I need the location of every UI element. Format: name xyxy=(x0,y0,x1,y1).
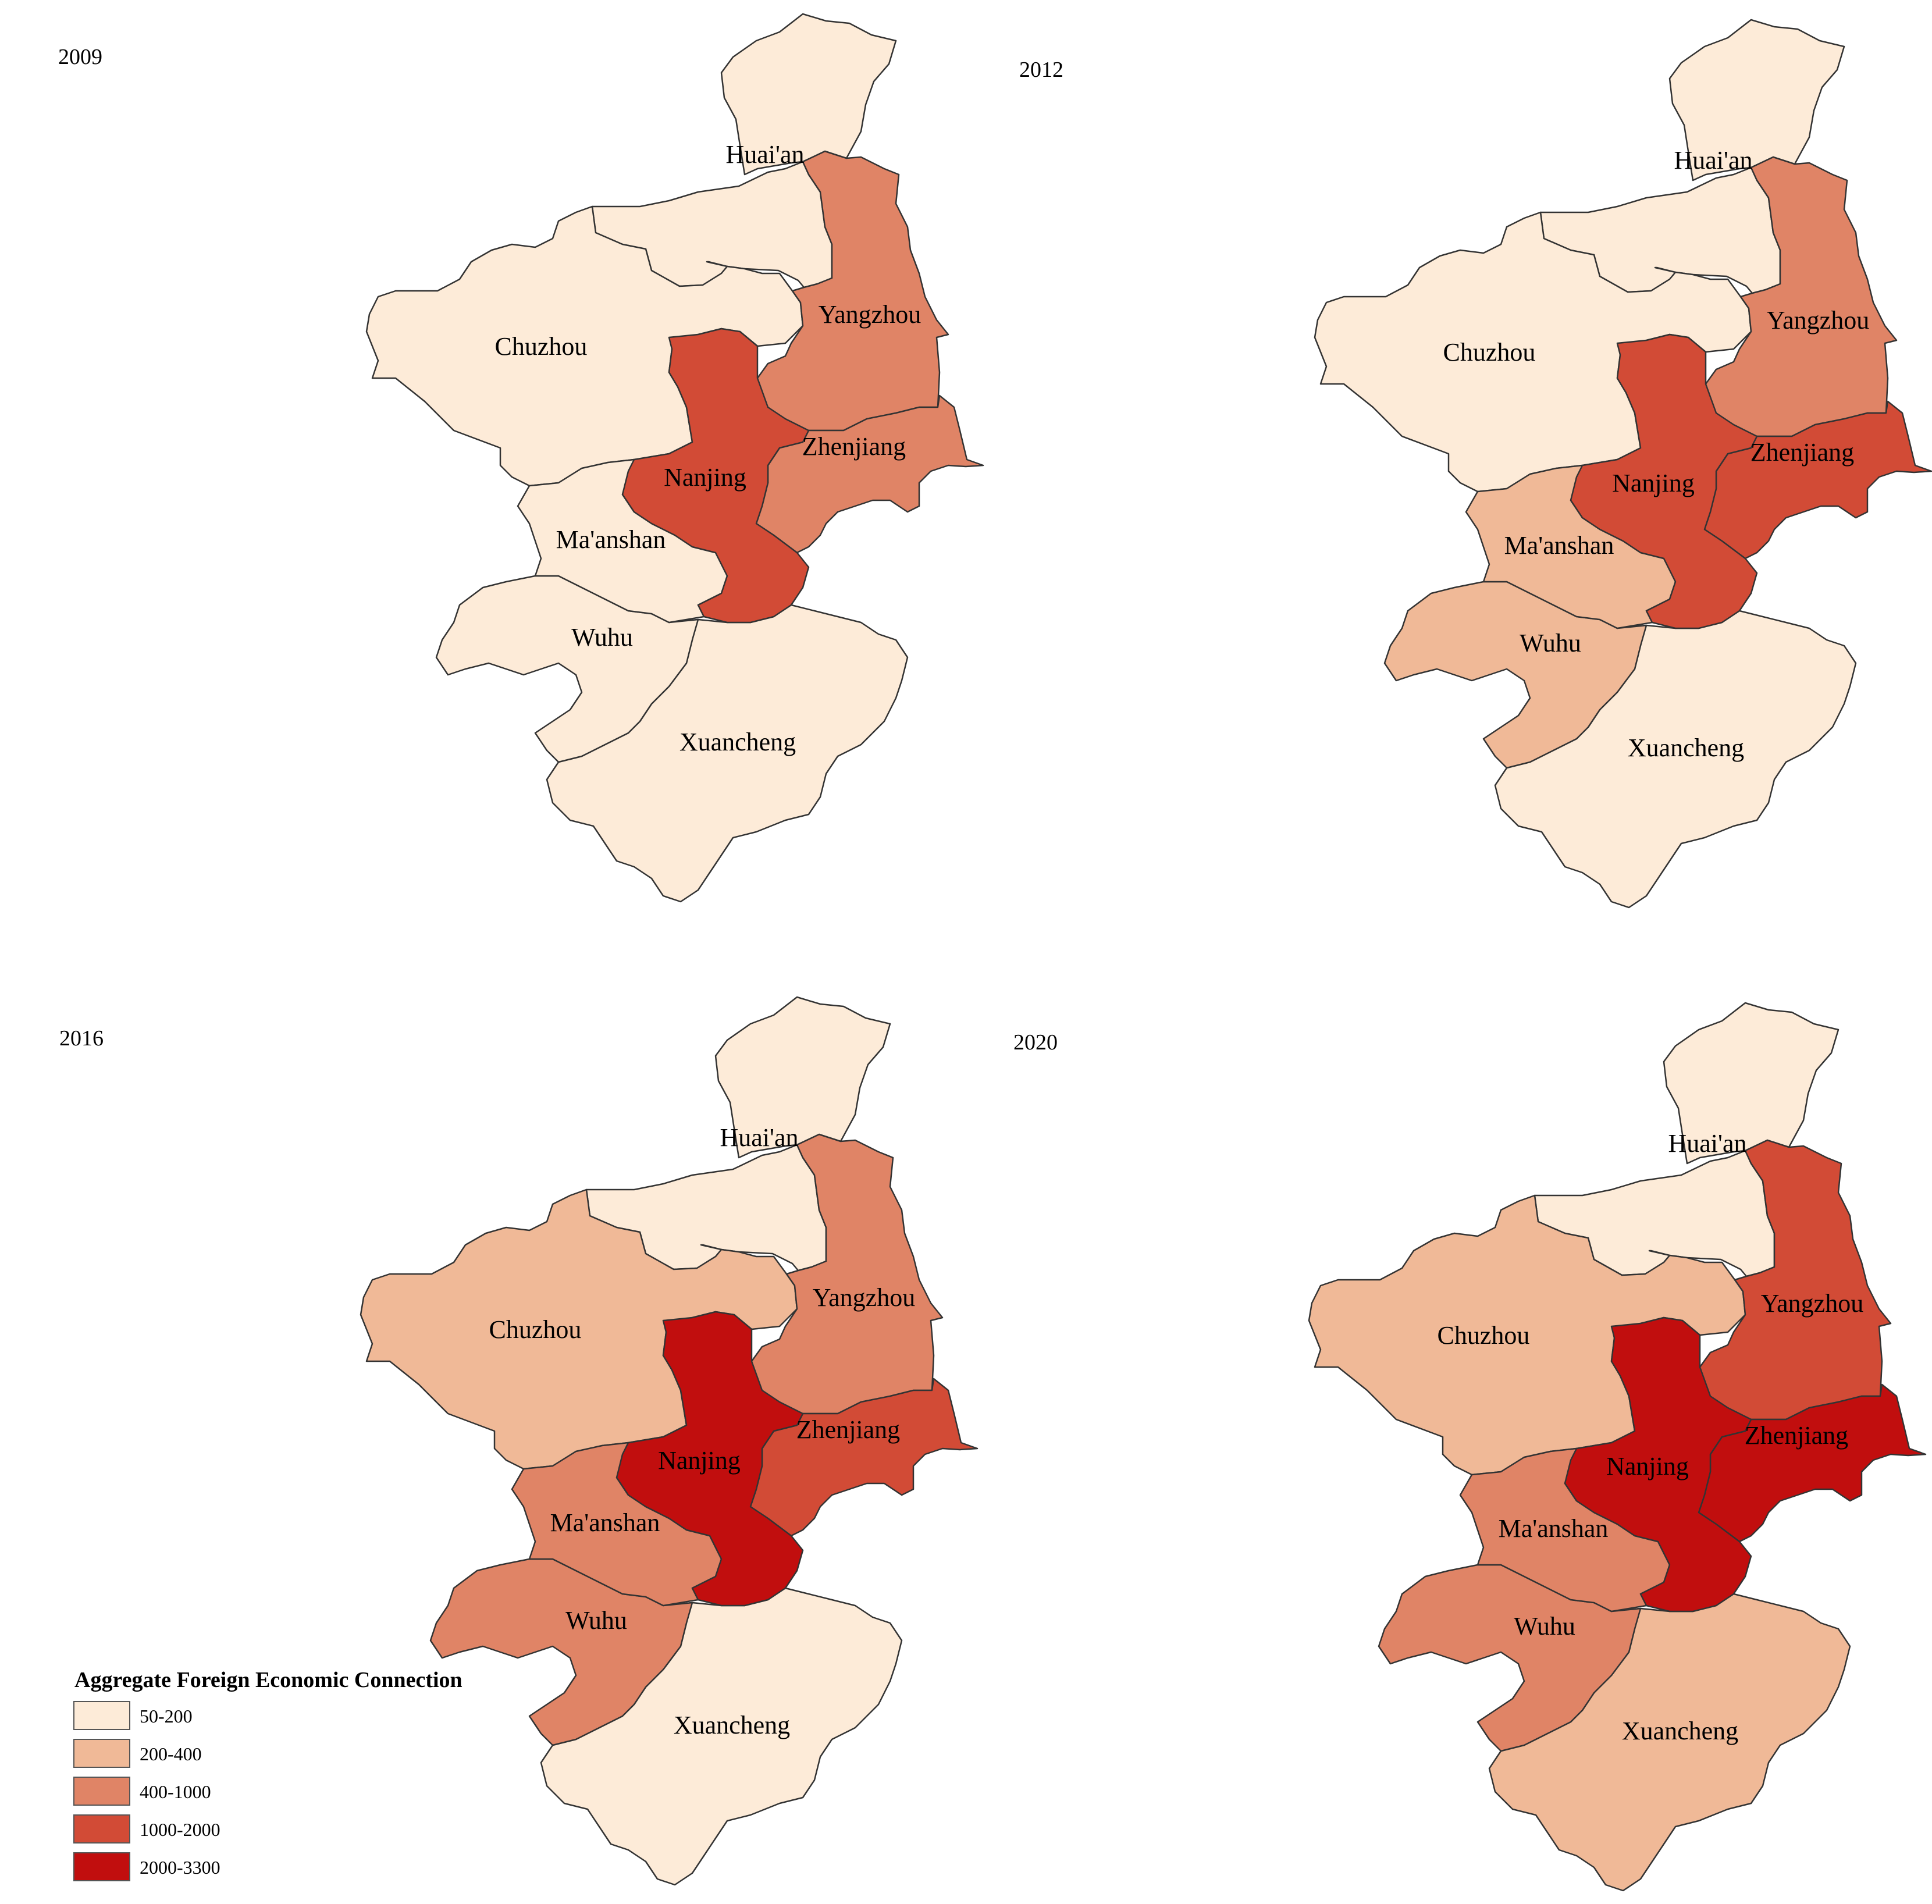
legend-swatch xyxy=(73,1739,130,1768)
region-label-xuancheng: Xuancheng xyxy=(1628,734,1744,762)
region-label-huaian: Huai'an xyxy=(1668,1129,1747,1158)
region-label-zhenjiang: Zhenjiang xyxy=(802,432,906,461)
legend-swatch xyxy=(73,1701,130,1730)
legend-label: 2000-3300 xyxy=(140,1857,220,1878)
legend-label: 200-400 xyxy=(140,1743,202,1764)
legend-swatch xyxy=(73,1777,130,1806)
region-label-maanshan: Ma'anshan xyxy=(550,1508,660,1537)
region-label-zhenjiang: Zhenjiang xyxy=(796,1415,900,1444)
region-label-xuancheng: Xuancheng xyxy=(1622,1717,1738,1745)
region-label-chuzhou: Chuzhou xyxy=(1443,338,1536,366)
panel-year-label: 2009 xyxy=(58,45,102,69)
region-label-wuhu: Wuhu xyxy=(565,1606,627,1635)
map-panel-2012: 2012 Huai'an Chuzhou Yangzhou Nanjing Zhenjia… xyxy=(1019,19,1932,909)
region-label-huaian: Huai'an xyxy=(720,1123,799,1152)
region-label-zhenjiang: Zhenjiang xyxy=(1745,1421,1848,1450)
region-label-wuhu: Wuhu xyxy=(571,623,633,652)
region-label-yangzhou: Yangzhou xyxy=(813,1283,915,1312)
map-panel-2016: 2016 Huai'an Chuzhou Yangzhou Nanjing Zhenjia… xyxy=(59,996,979,1886)
map-regions: Huai'an Chuzhou Yangzhou Nanjing Zhenjiang Ma… xyxy=(1314,19,1932,909)
region-label-nanjing: Nanjing xyxy=(658,1446,741,1475)
map-regions: Huai'an Chuzhou Yangzhou Nanjing Zhenjiang Ma… xyxy=(360,996,979,1886)
region-label-nanjing: Nanjing xyxy=(1606,1452,1689,1481)
region-label-chuzhou: Chuzhou xyxy=(1438,1321,1530,1350)
map-regions: Huai'an Chuzhou Yangzhou Nanjing Zhenjiang Ma… xyxy=(365,13,984,903)
region-label-nanjing: Nanjing xyxy=(1612,469,1695,497)
legend-label: 400-1000 xyxy=(140,1781,211,1802)
panel-year-label: 2016 xyxy=(59,1026,104,1051)
region-label-wuhu: Wuhu xyxy=(1520,629,1581,657)
region-label-wuhu: Wuhu xyxy=(1514,1612,1575,1640)
region-label-chuzhou: Chuzhou xyxy=(495,332,588,361)
legend-label: 1000-2000 xyxy=(140,1819,220,1840)
region-label-yangzhou: Yangzhou xyxy=(1761,1289,1863,1318)
region-label-maanshan: Ma'anshan xyxy=(1499,1514,1609,1543)
map-regions: Huai'an Chuzhou Yangzhou Nanjing Zhenjiang Ma… xyxy=(1308,1002,1927,1892)
region-label-chuzhou: Chuzhou xyxy=(489,1315,582,1344)
panel-year-label: 2012 xyxy=(1019,58,1063,82)
legend-label: 50-200 xyxy=(140,1706,193,1727)
region-label-yangzhou: Yangzhou xyxy=(1767,306,1869,334)
region-label-xuancheng: Xuancheng xyxy=(674,1711,790,1739)
region-label-zhenjiang: Zhenjiang xyxy=(1750,438,1854,467)
region-label-huaian: Huai'an xyxy=(1674,146,1753,175)
map-panel-2009: 2009 Huai'an Chuzhou Yangzhou Nanjing Zhenjia… xyxy=(58,13,984,903)
legend: Aggregate Foreign Economic Connection 50… xyxy=(73,1668,462,1881)
legend-title: Aggregate Foreign Economic Connection xyxy=(74,1668,462,1692)
region-label-yangzhou: Yangzhou xyxy=(819,300,921,329)
panel-year-label: 2020 xyxy=(1013,1030,1058,1055)
region-label-xuancheng: Xuancheng xyxy=(679,728,796,756)
map-panel-2020: 2020 Huai'an Chuzhou Yangzhou Nanjing Zhenjia… xyxy=(1013,1002,1927,1892)
legend-swatch xyxy=(73,1852,130,1881)
legend-swatch xyxy=(73,1814,130,1844)
region-label-maanshan: Ma'anshan xyxy=(1504,531,1614,560)
region-label-nanjing: Nanjing xyxy=(664,463,746,492)
region-label-huaian: Huai'an xyxy=(726,140,805,169)
region-label-maanshan: Ma'anshan xyxy=(556,525,666,554)
